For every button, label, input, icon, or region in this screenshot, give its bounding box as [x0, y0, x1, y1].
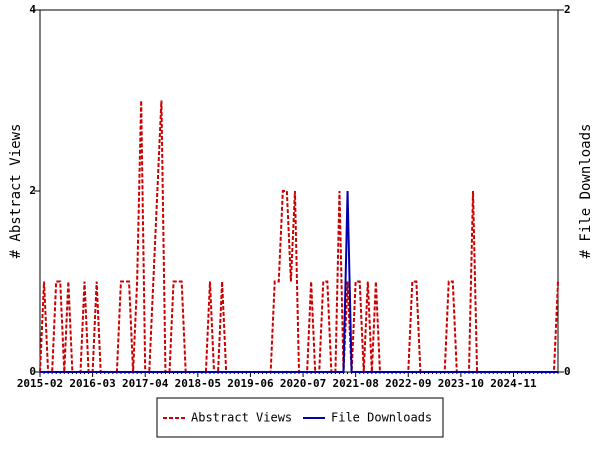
legend	[156, 397, 444, 438]
y-tick-label: 4	[29, 3, 36, 16]
plot-frame	[39, 9, 559, 373]
y-tick-label: 2	[29, 184, 36, 197]
x-tick-label: 2022-09	[385, 377, 431, 390]
x-tick-label: 2015-02	[17, 377, 63, 390]
y2-tick-label: 2	[564, 3, 571, 16]
x-tick-label: 2017-04	[122, 377, 169, 390]
x-tick-label: 2023-10	[438, 377, 484, 390]
x-tick-label: 2019-06	[227, 377, 274, 390]
legend-label: File Downloads	[331, 411, 432, 425]
y2-tick-label: 0	[564, 365, 571, 378]
series-line	[39, 100, 559, 373]
legend-label: Abstract Views	[191, 411, 292, 425]
x-tick-label: 2024-11	[490, 377, 537, 390]
x-tick-label: 2021-08	[332, 377, 378, 390]
y2-axis-title: # File Downloads	[578, 124, 594, 259]
series-line	[40, 190, 558, 373]
x-tick-label: 2018-05	[175, 377, 221, 390]
y-axis-title: # Abstract Views	[8, 124, 24, 259]
x-tick-label: 2020-07	[280, 377, 326, 390]
x-tick-label: 2016-03	[69, 377, 115, 390]
y-tick-label: 0	[29, 365, 36, 378]
